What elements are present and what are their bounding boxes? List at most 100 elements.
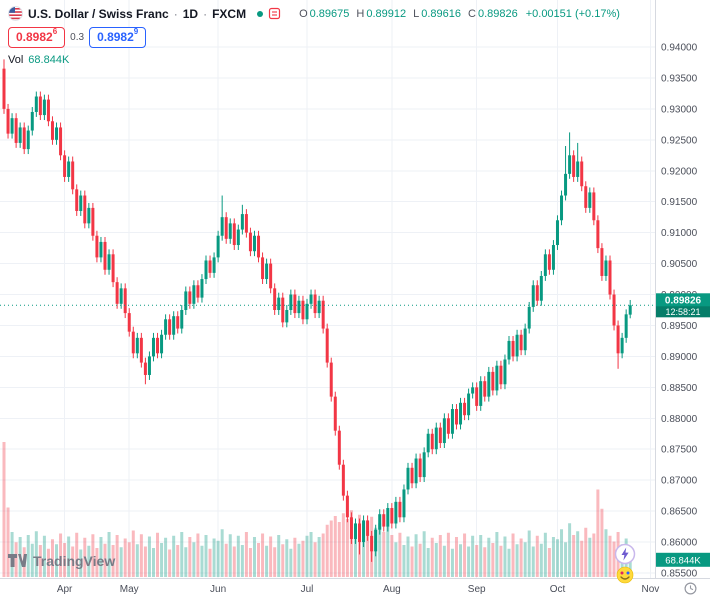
candle-body [188,291,192,304]
separator: · [173,6,178,21]
low-label: L [413,7,420,20]
candle-body [83,195,87,224]
candle-body [366,520,370,536]
candle-body [252,235,256,252]
volume-bar [491,543,495,577]
volume-bar [434,543,438,577]
volume-bar [608,535,612,577]
volume-bar [273,547,277,577]
candle-body [18,127,22,143]
volume-bar [378,523,382,577]
volume-bar [576,531,580,577]
volume-legend[interactable]: Vol 68.844K [8,54,69,66]
volume-bar [204,535,208,577]
candle-body [10,118,14,134]
volume-bar [539,543,543,577]
candle-body [349,517,353,539]
volume-bar [71,546,75,577]
emoji-reaction-button[interactable] [616,566,634,584]
candle-body [168,319,172,335]
volume-bar [362,526,366,577]
bar-countdown: 12:58:21 [665,307,700,317]
volume-bar [313,542,317,577]
price-tick-label: 0.94000 [661,43,698,54]
volume-bar [38,545,42,577]
exchange-name[interactable]: FXCM [212,6,247,21]
market-status-dot-icon[interactable] [257,10,264,17]
candle-body [184,291,188,310]
volume-bar [422,531,426,577]
candle-body [600,248,604,276]
volume-bar [406,536,410,577]
volume-bar [107,532,111,577]
boost-button[interactable] [614,543,636,565]
volume-bar [438,535,442,577]
candle-body [576,161,580,177]
candle-body [22,127,26,150]
ohlc-readout: O 0.89675 H 0.89912 L 0.89616 C 0.89826 +0.0… [294,8,620,20]
volume-bar [301,540,305,577]
volume-value: 68.844K [28,54,70,66]
price-tick-label: 0.91500 [661,197,698,208]
time-tick-label: Oct [550,584,566,595]
candle-body [628,305,632,315]
price-tick-label: 0.89500 [661,321,698,332]
candle-body [402,489,406,518]
candle-body [487,371,491,397]
candle-body [71,161,75,190]
tradingview-logo[interactable]: TradingView [8,553,115,569]
candle-body [531,285,535,307]
lightning-icon [614,543,636,565]
volume-bar [252,537,256,577]
clock-settings-icon[interactable] [684,582,697,595]
candle-body [127,313,131,332]
separator: · [203,6,208,21]
time-axis[interactable] [0,579,655,600]
floating-actions [614,543,636,584]
volume-bar [366,521,370,577]
volume-bar [442,545,446,577]
volume-bar [147,536,151,577]
volume-bar [463,533,467,577]
candle-body [192,285,196,304]
symbol-title[interactable]: U.S. Dollar / Swiss Franc [28,6,169,21]
candle-body [329,362,333,397]
candle-body [398,501,402,518]
time-tick-label: Apr [57,584,73,595]
volume-bar [325,524,329,577]
volume-bar [248,548,252,577]
candle-body [523,328,527,351]
candle-body [406,467,410,490]
volume-bar [487,537,491,577]
volume-bar [390,535,394,577]
legend-list-icon[interactable] [268,7,281,20]
volume-bar [30,543,34,577]
candle-body [244,214,248,233]
candle-body [422,452,426,478]
volume-bar [511,533,515,577]
volume-bar [277,535,281,577]
candle-body [119,288,123,304]
candle-body [160,334,164,354]
volume-bar [414,534,418,577]
sell-button[interactable]: 0.89826 [8,27,66,48]
buy-price: 0.8982 [97,30,134,44]
candle-body [511,340,515,357]
volume-bar [42,535,46,577]
volume-bar [289,548,293,577]
volume-bar [543,532,547,577]
volume-bar [192,542,196,577]
candle-body [535,285,539,301]
price-axis[interactable] [656,0,710,578]
time-tick-label: Aug [383,584,401,595]
volume-bar [244,532,248,577]
candle-body [418,458,422,478]
volume-bar [531,546,535,577]
interval-value[interactable]: 1D [182,6,199,21]
buy-button[interactable]: 0.89829 [89,27,147,48]
candle-body [26,130,30,150]
volume-bar [168,549,172,577]
volume-bar [483,547,487,577]
